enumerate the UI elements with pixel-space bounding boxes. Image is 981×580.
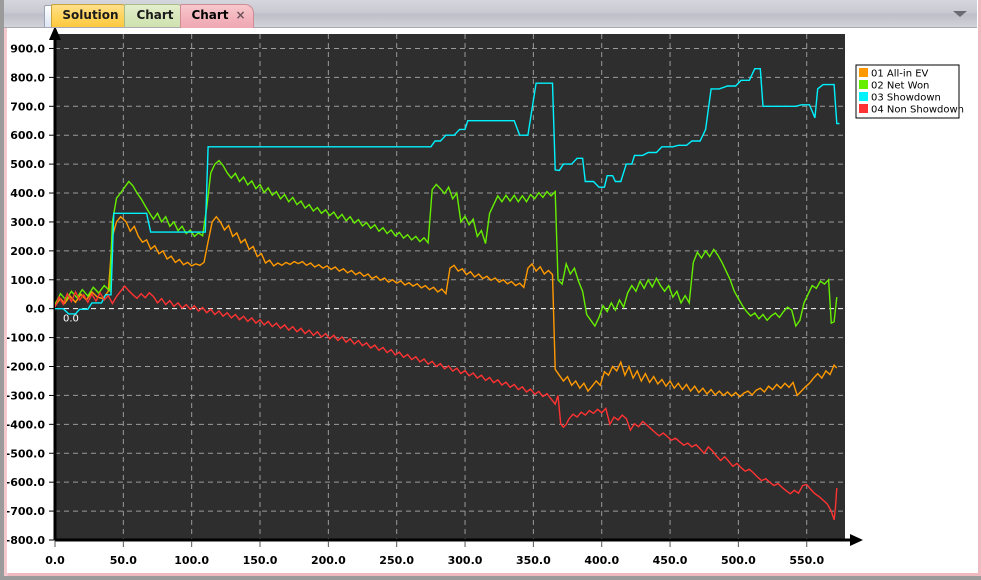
y-tick-label: -300.0 [7, 389, 45, 402]
x-tick-label: 100.0 [174, 554, 209, 567]
y-tick-label: 100.0 [10, 274, 45, 287]
tab-bar: Solution Chart Chart × [4, 0, 977, 28]
plot-background [55, 34, 845, 540]
y-tick-label: 700.0 [10, 100, 45, 113]
legend-label: 04 Non Showdown [871, 105, 964, 116]
origin-label: 0.0 [63, 314, 79, 325]
y-tick-label: 900.0 [10, 42, 45, 55]
x-tick-label: 550.0 [789, 554, 824, 567]
y-axis-arrow [49, 28, 61, 40]
y-tick-label: -800.0 [7, 534, 45, 547]
x-tick-label: 300.0 [448, 554, 483, 567]
x-tick-label: 0.0 [45, 554, 65, 567]
legend-swatch [859, 104, 868, 113]
x-tick-label: 250.0 [379, 554, 414, 567]
legend-swatch [859, 68, 868, 77]
y-tick-label: 600.0 [10, 129, 45, 142]
x-tick-label: 150.0 [243, 554, 278, 567]
chart-canvas: 900.0 800.0 700.0 600.0 500.0 400.0 300.0 200.0… [7, 28, 974, 573]
chevron-down-icon[interactable] [953, 9, 967, 19]
axes [49, 28, 863, 546]
legend-label: 01 All-in EV [871, 69, 929, 80]
tab-solution-label: Solution [62, 8, 119, 22]
tab-chart-2[interactable]: Chart × [180, 4, 254, 28]
grid-lines [55, 34, 845, 541]
y-tick-label: 500.0 [10, 158, 45, 171]
y-tick-label: 800.0 [10, 71, 45, 84]
legend-swatch [859, 92, 868, 101]
x-tick-labels: 0.0 50.0 100.0 150.0 200.0 250.0 300.0 350.0 400… [45, 541, 824, 567]
x-tick-label: 500.0 [721, 554, 756, 567]
tab-chart-1-label: Chart [136, 8, 174, 22]
line-chart: 900.0 800.0 700.0 600.0 500.0 400.0 300.0 200.0… [7, 28, 974, 573]
series-line [55, 68, 840, 315]
legend-swatch [859, 80, 868, 89]
y-tick-label: -400.0 [7, 418, 45, 431]
y-tick-labels: 900.0 800.0 700.0 600.0 500.0 400.0 300.0 200.0… [7, 42, 55, 547]
x-tick-label: 200.0 [311, 554, 346, 567]
x-tick-label: 350.0 [516, 554, 551, 567]
x-axis-arrow [850, 534, 863, 546]
legend-label: 03 Showdown [871, 93, 941, 104]
series-line [55, 285, 838, 521]
y-tick-label: 300.0 [10, 216, 45, 229]
x-tick-label: 450.0 [653, 554, 688, 567]
y-tick-label: 200.0 [10, 245, 45, 258]
series-lines [55, 68, 840, 521]
origin-value-label: 0.0 [63, 314, 79, 325]
y-tick-label: -600.0 [7, 476, 45, 489]
tab-solution[interactable]: Solution [51, 4, 130, 27]
y-tick-label: 0.0 [26, 303, 46, 316]
tab-chart-2-label: Chart [191, 8, 229, 22]
x-tick-label: 400.0 [584, 554, 619, 567]
y-tick-label: -500.0 [7, 447, 45, 460]
x-tick-label: 50.0 [110, 554, 137, 567]
legend-label: 02 Net Won [871, 81, 929, 92]
series-line [55, 215, 838, 398]
y-tick-label: 400.0 [10, 187, 45, 200]
close-icon[interactable]: × [235, 8, 246, 22]
series-line [55, 159, 838, 328]
y-tick-label: -100.0 [7, 332, 45, 345]
tab-chart-1[interactable]: Chart [124, 4, 186, 27]
y-tick-label: -200.0 [7, 361, 45, 374]
plot-area [55, 34, 845, 540]
legend-box [855, 64, 960, 119]
y-tick-label: -700.0 [7, 505, 45, 518]
